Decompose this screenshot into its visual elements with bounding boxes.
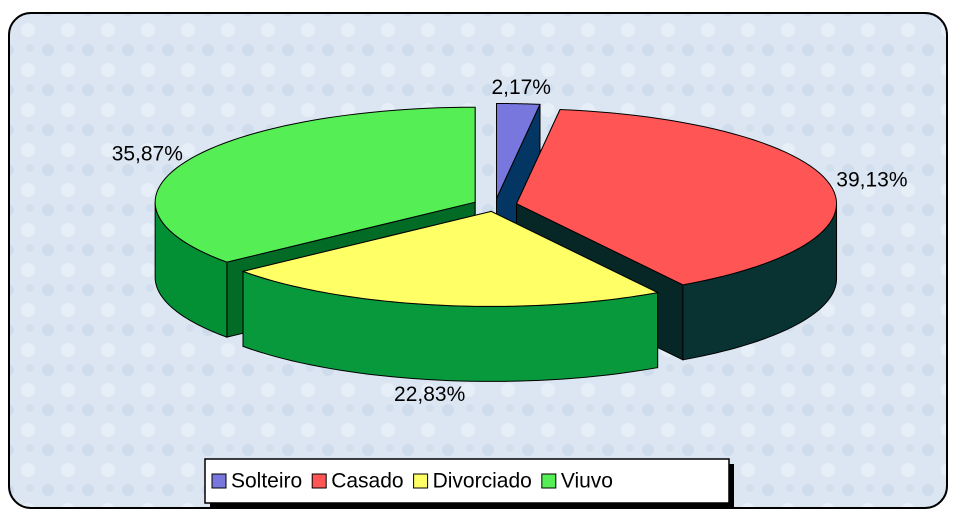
pie xyxy=(154,102,838,382)
slice xyxy=(495,102,541,199)
legend-swatch xyxy=(413,473,429,489)
legend-swatch xyxy=(211,473,227,489)
data-label: 22,83% xyxy=(394,383,465,406)
legend xyxy=(204,458,730,504)
legend-label: Solteiro xyxy=(231,470,302,493)
legend-label: Divorciado xyxy=(433,470,532,493)
data-label: 39,13% xyxy=(836,169,907,192)
data-label: 35,87% xyxy=(112,142,183,165)
slice xyxy=(515,109,838,286)
slice xyxy=(154,106,476,263)
data-label: 2,17% xyxy=(491,76,551,99)
legend-items: Solteiro Casado Divorciado Viuvo xyxy=(211,470,613,493)
legend-swatch xyxy=(311,473,327,489)
legend-label: Viuvo xyxy=(561,470,613,493)
legend-label: Casado xyxy=(331,470,403,493)
slice xyxy=(241,210,660,307)
legend-swatch xyxy=(541,473,557,489)
